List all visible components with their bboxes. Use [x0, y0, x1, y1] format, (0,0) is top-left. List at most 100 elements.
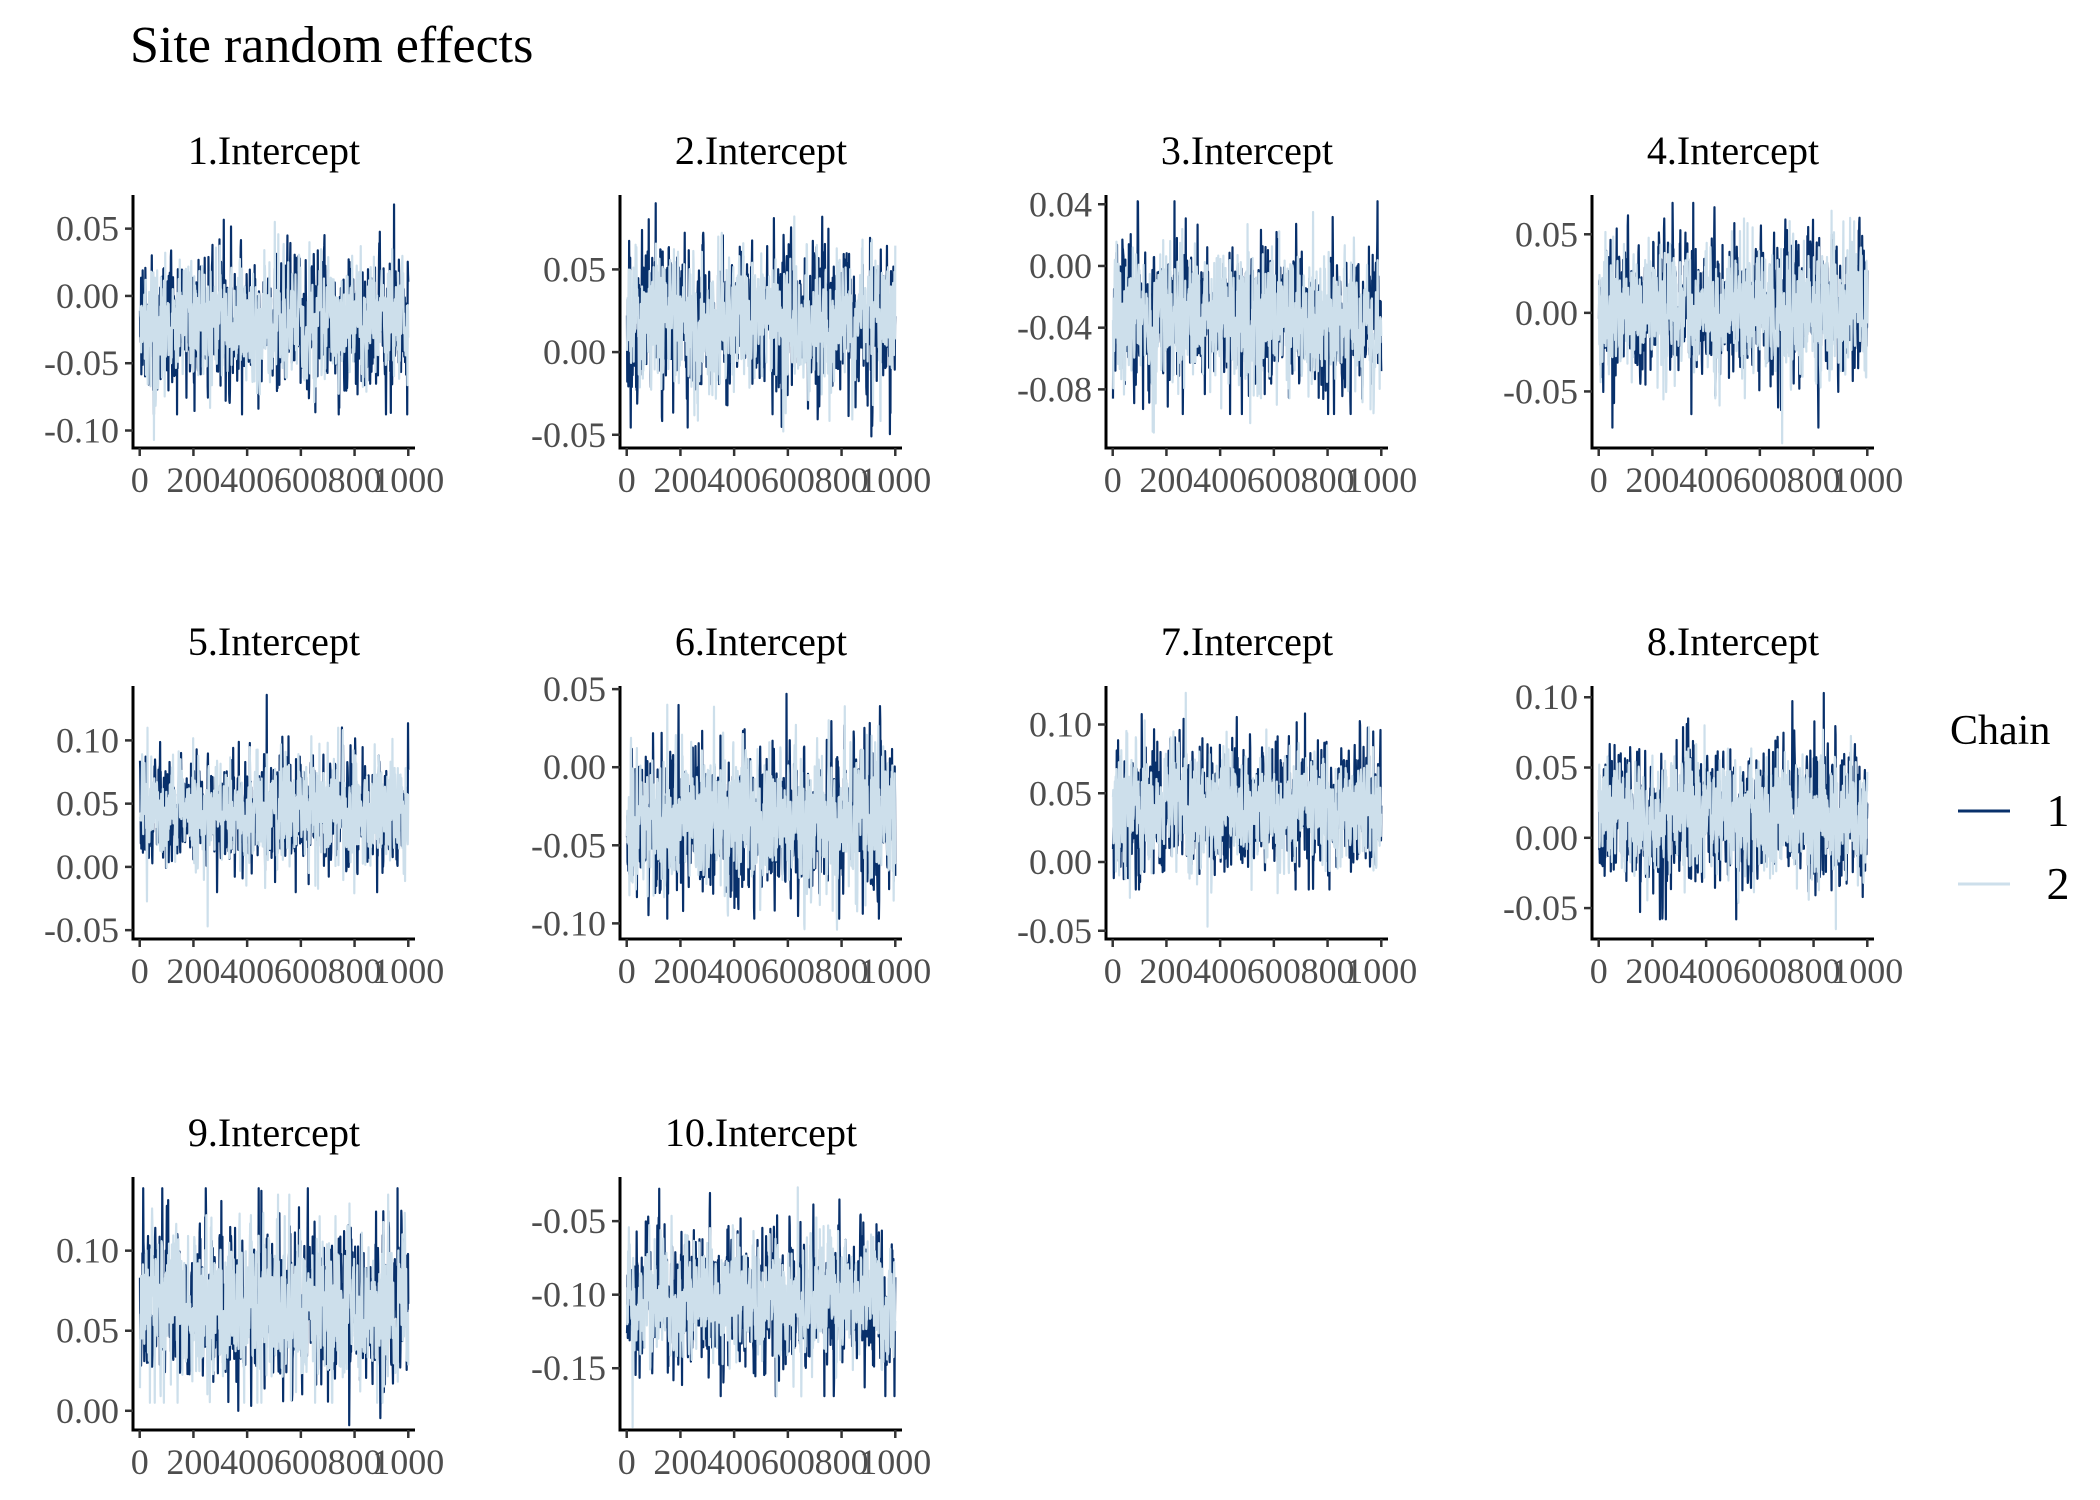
trace-lines	[625, 202, 897, 438]
x-tick-label: 600	[1247, 951, 1301, 991]
x-tick-label: 400	[220, 460, 274, 500]
y-tick-label: -0.08	[1017, 369, 1092, 409]
x-tick-label: 200	[166, 951, 220, 991]
y-tick-label: 0.00	[1515, 818, 1578, 858]
y-tick-label: 0.10	[56, 720, 119, 760]
x-tick-label: 0	[1104, 951, 1122, 991]
x-tick-label: 0	[131, 1442, 149, 1482]
x-tick-label: 1000	[372, 1442, 444, 1482]
y-tick-label: 0.00	[543, 747, 606, 787]
x-tick-label: 200	[1625, 951, 1679, 991]
x-tick-label: 600	[274, 951, 328, 991]
x-tick-label: 0	[618, 1442, 636, 1482]
y-tick-label: 0.10	[56, 1231, 119, 1271]
x-tick-label: 400	[220, 1442, 274, 1482]
panel-label: 8.Intercept	[1647, 619, 1819, 664]
y-tick-label: 0.05	[56, 1311, 119, 1351]
x-tick-label: 600	[761, 951, 815, 991]
x-tick-label: 400	[1193, 460, 1247, 500]
y-tick-label: 0.05	[1515, 214, 1578, 254]
panel-label: 7.Intercept	[1161, 619, 1333, 664]
y-tick-label: -0.05	[44, 343, 119, 383]
x-tick-label: 800	[1301, 460, 1355, 500]
trace-lines	[625, 1186, 897, 1429]
trace-chain-2	[138, 1193, 410, 1404]
trace-chain-2	[138, 726, 410, 928]
y-tick-label: 0.04	[1029, 184, 1092, 224]
x-tick-label: 0	[618, 951, 636, 991]
x-tick-label: 1000	[859, 951, 931, 991]
y-tick-label: -0.10	[531, 1275, 606, 1315]
x-tick-label: 200	[653, 460, 707, 500]
x-tick-label: 1000	[1345, 951, 1417, 991]
y-tick-label: -0.05	[531, 825, 606, 865]
x-tick-label: 200	[1625, 460, 1679, 500]
trace-chain-2	[1597, 724, 1869, 931]
x-tick-label: 800	[1787, 951, 1841, 991]
y-tick-label: 0.05	[1515, 748, 1578, 788]
panel-2: 2.Intercept 0.05 0.00 -0.05 0 200 400 600 800100…	[531, 128, 931, 500]
y-tick-label: 0.10	[1515, 677, 1578, 717]
x-tick-label: 1000	[1831, 951, 1903, 991]
x-tick-label: 400	[1193, 951, 1247, 991]
x-tick-label: 200	[166, 1442, 220, 1482]
x-tick-label: 400	[707, 460, 761, 500]
y-tick-label: -0.05	[1503, 888, 1578, 928]
panel-label: 3.Intercept	[1161, 128, 1333, 173]
y-tick-label: 0.05	[543, 669, 606, 709]
trace-chain-2	[1111, 210, 1383, 434]
panel-7: 7.Intercept 0.10 0.05 0.00 -0.05 0 200 400 600 80…	[1017, 619, 1417, 991]
y-tick-label: 0.10	[1029, 705, 1092, 745]
x-tick-label: 1000	[859, 1442, 931, 1482]
panel-6: 6.Intercept 0.05 0.00 -0.05 -0.10 0 200 400 600 8…	[531, 619, 931, 991]
trace-chain-2	[625, 703, 897, 931]
panel-label: 2.Intercept	[675, 128, 847, 173]
trace-lines	[1111, 691, 1383, 928]
y-tick-label: 0.00	[543, 332, 606, 372]
panel-4: 4.Intercept 0.05 0.00 -0.05 0 200 400 600 800100…	[1503, 128, 1903, 500]
x-tick-label: 600	[761, 1442, 815, 1482]
panel-10: 10.Intercept -0.05 -0.10 -0.15 0 200 400 600 800…	[531, 1110, 931, 1482]
x-tick-label: 1000	[1345, 460, 1417, 500]
panel-3: 3.Intercept 0.04 0.00 -0.04 -0.08 0 200 400 600 8…	[1017, 128, 1417, 500]
x-tick-label: 1000	[372, 460, 444, 500]
trace-chain-2	[625, 1186, 897, 1429]
y-tick-label: -0.05	[531, 415, 606, 455]
x-tick-label: 200	[1139, 460, 1193, 500]
panel-1: 1.Intercept 0.05 0.00 -0.05 -0.10 0 200 400 600 8…	[44, 128, 444, 500]
x-tick-label: 600	[1733, 951, 1787, 991]
y-tick-label: 0.00	[1515, 293, 1578, 333]
panel-label: 4.Intercept	[1647, 128, 1819, 173]
x-tick-label: 400	[707, 951, 761, 991]
x-tick-label: 400	[220, 951, 274, 991]
x-tick-label: 1000	[859, 460, 931, 500]
x-tick-label: 800	[815, 1442, 869, 1482]
y-tick-label: -0.04	[1017, 308, 1092, 348]
x-tick-label: 0	[131, 460, 149, 500]
x-tick-label: 400	[1679, 951, 1733, 991]
y-tick-label: 0.00	[1029, 842, 1092, 882]
x-tick-label: 800	[328, 460, 382, 500]
x-tick-label: 800	[815, 951, 869, 991]
x-tick-label: 800	[815, 460, 869, 500]
panel-label: 6.Intercept	[675, 619, 847, 664]
y-tick-label: 0.00	[56, 1391, 119, 1431]
y-tick-label: -0.05	[44, 910, 119, 950]
x-tick-label: 0	[618, 460, 636, 500]
panel-label: 5.Intercept	[188, 619, 360, 664]
legend-label-chain-1: 1	[2047, 785, 2070, 836]
trace-lines	[138, 693, 410, 928]
x-tick-label: 600	[761, 460, 815, 500]
y-tick-label: 0.05	[1029, 773, 1092, 813]
x-tick-label: 200	[653, 1442, 707, 1482]
trace-lines	[138, 203, 410, 442]
y-tick-label: -0.10	[531, 903, 606, 943]
x-tick-label: 1000	[1831, 460, 1903, 500]
y-tick-label: 0.05	[56, 209, 119, 249]
panel-5: 5.Intercept 0.10 0.05 0.00 -0.05 0 200 400 600 80…	[44, 619, 444, 991]
y-tick-label: 0.05	[56, 784, 119, 824]
trace-lines	[1597, 201, 1869, 445]
x-tick-label: 600	[274, 460, 328, 500]
